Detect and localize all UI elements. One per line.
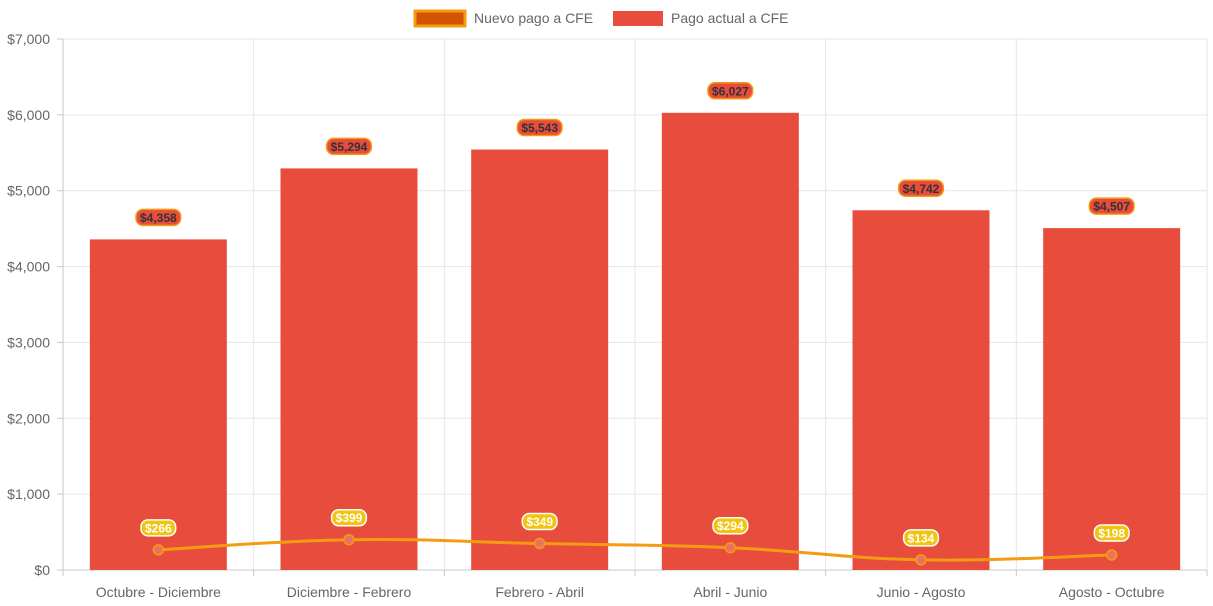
bar-data-label-box [1088, 197, 1135, 215]
y-tick-label: $2,000 [7, 410, 50, 426]
bar [661, 112, 799, 571]
line-data-label: $134 [902, 529, 940, 547]
y-tick-label: $1,000 [7, 486, 50, 502]
bar-data-label: $5,294 [325, 137, 373, 156]
legend-label-bar: Pago actual a CFE [671, 10, 789, 26]
line-data-label-text: $198 [1098, 526, 1125, 540]
x-tick-label: Agosto - Octubre [1059, 584, 1165, 600]
bar-data-label: $4,507 [1088, 197, 1135, 215]
bar-data-label-box [707, 82, 754, 100]
line-data-label: $198 [1093, 524, 1130, 542]
line-data-label-text: $134 [908, 531, 935, 545]
line-point [1105, 549, 1118, 561]
y-tick-label: $7,000 [7, 31, 50, 47]
y-tick-label: $3,000 [7, 334, 50, 350]
bar [280, 168, 418, 570]
y-tick-label: $4,000 [7, 259, 50, 275]
line-data-label-text: $294 [717, 519, 744, 533]
line-point [343, 533, 355, 546]
bar-data-label-text: $6,027 [712, 84, 749, 98]
bar-data-label: $4,742 [897, 179, 945, 198]
line-point [915, 554, 927, 566]
bar-data-label-text: $5,294 [331, 140, 368, 154]
line-data-label-text: $399 [336, 511, 363, 525]
legend[interactable]: Nuevo pago a CFE Pago actual a CFE [413, 9, 789, 28]
line-point [533, 537, 546, 550]
bar-data-label: $5,543 [516, 118, 563, 137]
x-tick-label: Junio - Agosto [877, 584, 966, 600]
bar-data-label: $4,358 [135, 208, 182, 227]
line-data-label: $399 [330, 508, 368, 527]
line-data-label-box [1093, 524, 1130, 542]
y-tick-label: $6,000 [7, 107, 50, 123]
bar [852, 210, 990, 570]
line-data-label-box [902, 529, 940, 547]
line-series [152, 533, 1118, 566]
x-tick-label: Diciembre - Febrero [287, 584, 412, 600]
legend-swatch-bar [613, 11, 663, 26]
bar [1043, 228, 1181, 570]
x-tick-label: Febrero - Abril [495, 584, 584, 600]
axes: $0 $1,000 $2,000 $3,000 $4,000 $5,000 $6,000 $7… [7, 31, 1208, 600]
line-data-label-box [140, 519, 177, 537]
y-tick-label: $5,000 [7, 183, 50, 199]
x-tick-label: Abril - Junio [693, 584, 767, 600]
bar [89, 239, 227, 571]
bar-data-label: $6,027 [707, 82, 754, 100]
line-data-label-box [330, 508, 368, 527]
line-data-label-text: $349 [526, 515, 553, 529]
legend-swatch-line [413, 9, 467, 28]
x-tick-label: Octubre - Diciembre [96, 584, 221, 600]
line-point [152, 544, 165, 556]
line-data-label: $266 [140, 519, 177, 537]
bar [471, 149, 609, 570]
legend-label-line: Nuevo pago a CFE [474, 10, 593, 26]
bar-data-label-text: $5,543 [521, 121, 558, 135]
line-point [724, 541, 737, 554]
y-tick-label: $0 [34, 562, 50, 578]
line-data-label-text: $266 [145, 521, 172, 535]
grid [62, 38, 1208, 571]
bar-data-label-text: $4,507 [1093, 200, 1130, 214]
bar-data-label-box [897, 179, 945, 198]
bar-data-label-text: $4,358 [140, 211, 177, 225]
bar-series [89, 112, 1181, 571]
bar-data-label-box [135, 208, 182, 227]
line-data-label: $349 [521, 512, 558, 531]
line-data-label-box [521, 512, 558, 531]
bar-data-label-box [325, 137, 373, 156]
bar-data-label-box [516, 118, 563, 137]
data-labels: $4,358 $5,294 $5,543 $6,027 $4,742 $4,507 $266… [135, 82, 1135, 547]
line-data-label-box [712, 516, 749, 535]
bar-data-label-text: $4,742 [903, 182, 940, 196]
series-line [158, 537, 1112, 562]
line-data-label: $294 [712, 516, 749, 535]
